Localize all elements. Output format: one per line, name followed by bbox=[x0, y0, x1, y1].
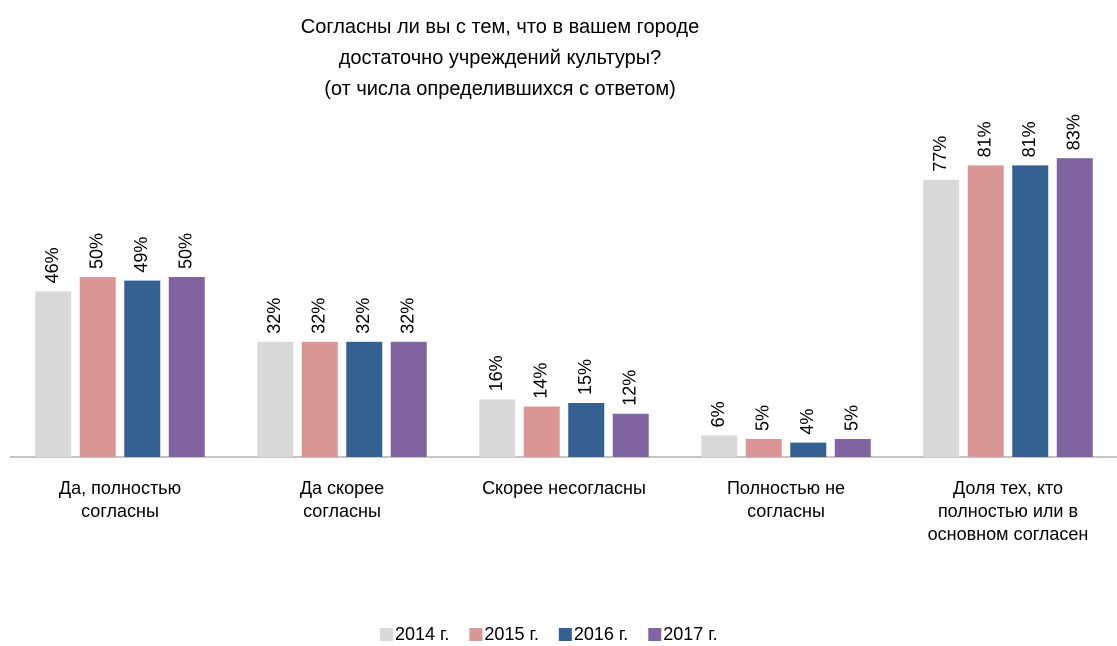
x-tick-label: Да, полностью согласны bbox=[58, 478, 182, 521]
bar bbox=[701, 435, 738, 457]
legend-swatch bbox=[648, 628, 662, 641]
data-label: 14% bbox=[531, 363, 551, 399]
bar bbox=[79, 277, 116, 457]
x-tick-label: Доля тех, кто полностью или в основном с… bbox=[927, 478, 1089, 544]
data-label: 5% bbox=[753, 405, 773, 431]
bar bbox=[612, 413, 649, 457]
bar bbox=[124, 280, 161, 457]
data-label: 15% bbox=[575, 359, 595, 395]
bar bbox=[923, 179, 960, 458]
bar bbox=[568, 403, 605, 457]
legend-swatch bbox=[469, 628, 483, 641]
legend-swatch bbox=[558, 628, 572, 641]
legend-label: 2016 г. bbox=[574, 624, 628, 644]
legend-label: 2017 г. bbox=[663, 624, 717, 644]
data-label: 6% bbox=[708, 401, 728, 427]
bar bbox=[346, 341, 383, 457]
data-label: 32% bbox=[309, 298, 329, 334]
bar bbox=[790, 442, 827, 457]
bar bbox=[390, 341, 427, 457]
data-label: 16% bbox=[486, 355, 506, 391]
x-tick-label: Скорее несогласны bbox=[482, 478, 646, 498]
bar bbox=[1012, 165, 1049, 457]
x-tick-label: Да скорее согласны bbox=[299, 478, 385, 521]
legend-label: 2014 г. bbox=[395, 624, 449, 644]
bar bbox=[301, 341, 338, 457]
data-label: 81% bbox=[1019, 121, 1039, 157]
data-label: 50% bbox=[176, 233, 196, 269]
data-label: 49% bbox=[131, 237, 151, 273]
chart-title: Согласны ли вы с тем, что в вашем городе… bbox=[300, 16, 700, 100]
bar bbox=[967, 165, 1004, 457]
bar bbox=[257, 341, 294, 457]
data-label: 32% bbox=[398, 298, 418, 334]
data-label: 12% bbox=[620, 370, 640, 406]
data-label: 50% bbox=[87, 233, 107, 269]
data-label: 5% bbox=[842, 405, 862, 431]
data-label: 46% bbox=[42, 247, 62, 283]
data-label: 77% bbox=[930, 136, 950, 172]
data-label: 4% bbox=[797, 409, 817, 435]
bar bbox=[745, 439, 782, 457]
legend-label: 2015 г. bbox=[484, 624, 538, 644]
data-label: 81% bbox=[975, 121, 995, 157]
bar bbox=[35, 291, 72, 457]
bar bbox=[834, 439, 871, 457]
bar bbox=[479, 399, 516, 457]
bar bbox=[523, 406, 560, 457]
x-tick-label: Полностью не согласны bbox=[726, 478, 846, 521]
data-label: 32% bbox=[353, 298, 373, 334]
bar bbox=[1056, 158, 1093, 457]
data-label: 32% bbox=[264, 298, 284, 334]
legend-swatch bbox=[380, 628, 393, 641]
bar bbox=[168, 277, 205, 457]
data-label: 83% bbox=[1064, 114, 1084, 150]
